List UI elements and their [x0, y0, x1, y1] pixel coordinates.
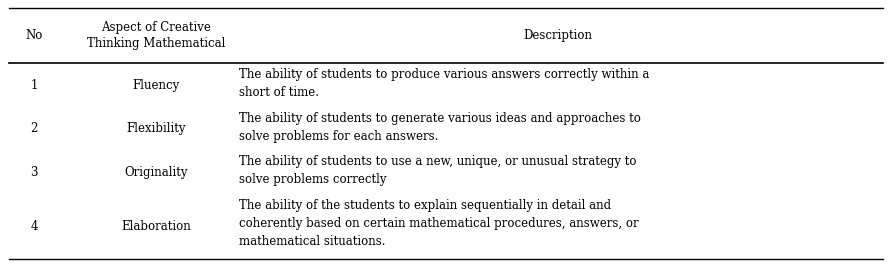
Text: Flexibility: Flexibility: [127, 122, 186, 135]
Text: Description: Description: [523, 29, 592, 42]
Text: Fluency: Fluency: [133, 79, 179, 92]
Text: 3: 3: [30, 166, 37, 179]
Text: Originality: Originality: [124, 166, 188, 179]
Text: The ability of students to produce various answers correctly within a
short of t: The ability of students to produce vario…: [239, 68, 649, 99]
Text: No: No: [25, 29, 43, 42]
Text: Elaboration: Elaboration: [121, 220, 191, 233]
Text: 2: 2: [30, 122, 37, 135]
Text: 1: 1: [30, 79, 37, 92]
Text: Aspect of Creative
Thinking Mathematical: Aspect of Creative Thinking Mathematical: [87, 21, 226, 50]
Text: The ability of students to generate various ideas and approaches to
solve proble: The ability of students to generate vari…: [239, 112, 641, 143]
Text: 4: 4: [30, 220, 37, 233]
Text: The ability of students to use a new, unique, or unusual strategy to
solve probl: The ability of students to use a new, un…: [239, 155, 637, 186]
Text: The ability of the students to explain sequentially in detail and
coherently bas: The ability of the students to explain s…: [239, 199, 639, 248]
